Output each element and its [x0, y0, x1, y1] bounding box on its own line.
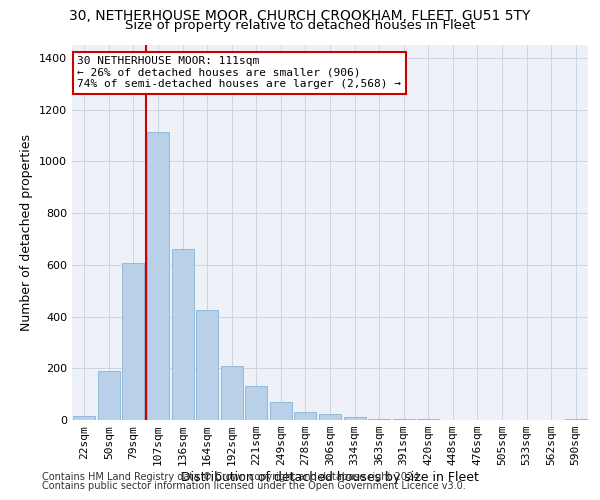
Bar — [221, 366, 243, 420]
Text: Contains public sector information licensed under the Open Government Licence v3: Contains public sector information licen… — [42, 481, 466, 491]
Y-axis label: Number of detached properties: Number of detached properties — [20, 134, 34, 331]
Text: 30 NETHERHOUSE MOOR: 111sqm
← 26% of detached houses are smaller (906)
74% of se: 30 NETHERHOUSE MOOR: 111sqm ← 26% of det… — [77, 56, 401, 90]
Bar — [172, 250, 194, 420]
Bar — [368, 418, 390, 420]
Bar — [245, 386, 268, 420]
Text: Contains HM Land Registry data © Crown copyright and database right 2024.: Contains HM Land Registry data © Crown c… — [42, 472, 422, 482]
Bar — [392, 419, 415, 420]
Text: Size of property relative to detached houses in Fleet: Size of property relative to detached ho… — [125, 19, 475, 32]
Bar — [147, 132, 169, 420]
Bar — [565, 418, 587, 420]
Bar — [196, 310, 218, 420]
Bar — [270, 402, 292, 420]
Bar — [122, 263, 145, 420]
Bar — [319, 414, 341, 420]
X-axis label: Distribution of detached houses by size in Fleet: Distribution of detached houses by size … — [181, 471, 479, 484]
Bar — [98, 371, 120, 420]
Text: 30, NETHERHOUSE MOOR, CHURCH CROOKHAM, FLEET, GU51 5TY: 30, NETHERHOUSE MOOR, CHURCH CROOKHAM, F… — [70, 9, 530, 23]
Bar — [73, 416, 95, 420]
Bar — [295, 412, 316, 420]
Bar — [344, 418, 365, 420]
